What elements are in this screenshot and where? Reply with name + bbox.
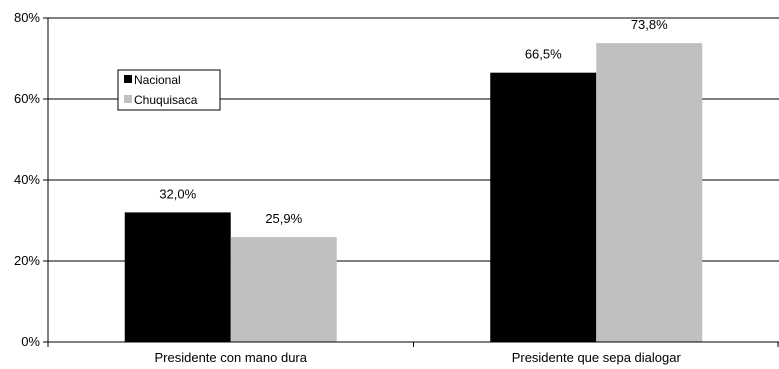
legend-box <box>117 69 221 111</box>
bar-chuquisaca-1 <box>596 43 703 343</box>
legend-swatch-nacional <box>124 75 132 83</box>
legend-label-nacional: Nacional <box>134 73 181 87</box>
data-label: 32,0% <box>159 186 196 201</box>
y-tick-label: 80% <box>14 10 40 25</box>
x-tick-label: Presidente con mano dura <box>155 350 308 365</box>
legend-swatch-chuquisaca <box>124 95 132 103</box>
data-labels: 32,0% 25,9% 66,5% 73,8% <box>159 17 668 226</box>
x-tick-labels: Presidente con mano dura Presidente que s… <box>155 350 682 365</box>
bar-nacional-0 <box>124 212 231 342</box>
x-tick-label: Presidente que sepa dialogar <box>512 350 682 365</box>
bar-chuquisaca-0 <box>230 237 337 342</box>
y-tick-label: 60% <box>14 91 40 106</box>
legend-label-chuquisaca: Chuquisaca <box>134 93 198 107</box>
bars <box>124 43 703 343</box>
bar-nacional-1 <box>490 72 597 343</box>
y-tick-label: 20% <box>14 253 40 268</box>
y-tick-labels: 0% 20% 40% 60% 80% <box>14 10 40 349</box>
legend: Nacional Chuquisaca <box>117 69 221 111</box>
y-tick-label: 40% <box>14 172 40 187</box>
y-tick-label: 0% <box>21 334 40 349</box>
data-label: 73,8% <box>631 17 668 32</box>
axes <box>47 18 779 347</box>
data-label: 25,9% <box>265 211 302 226</box>
data-label: 66,5% <box>525 47 562 62</box>
